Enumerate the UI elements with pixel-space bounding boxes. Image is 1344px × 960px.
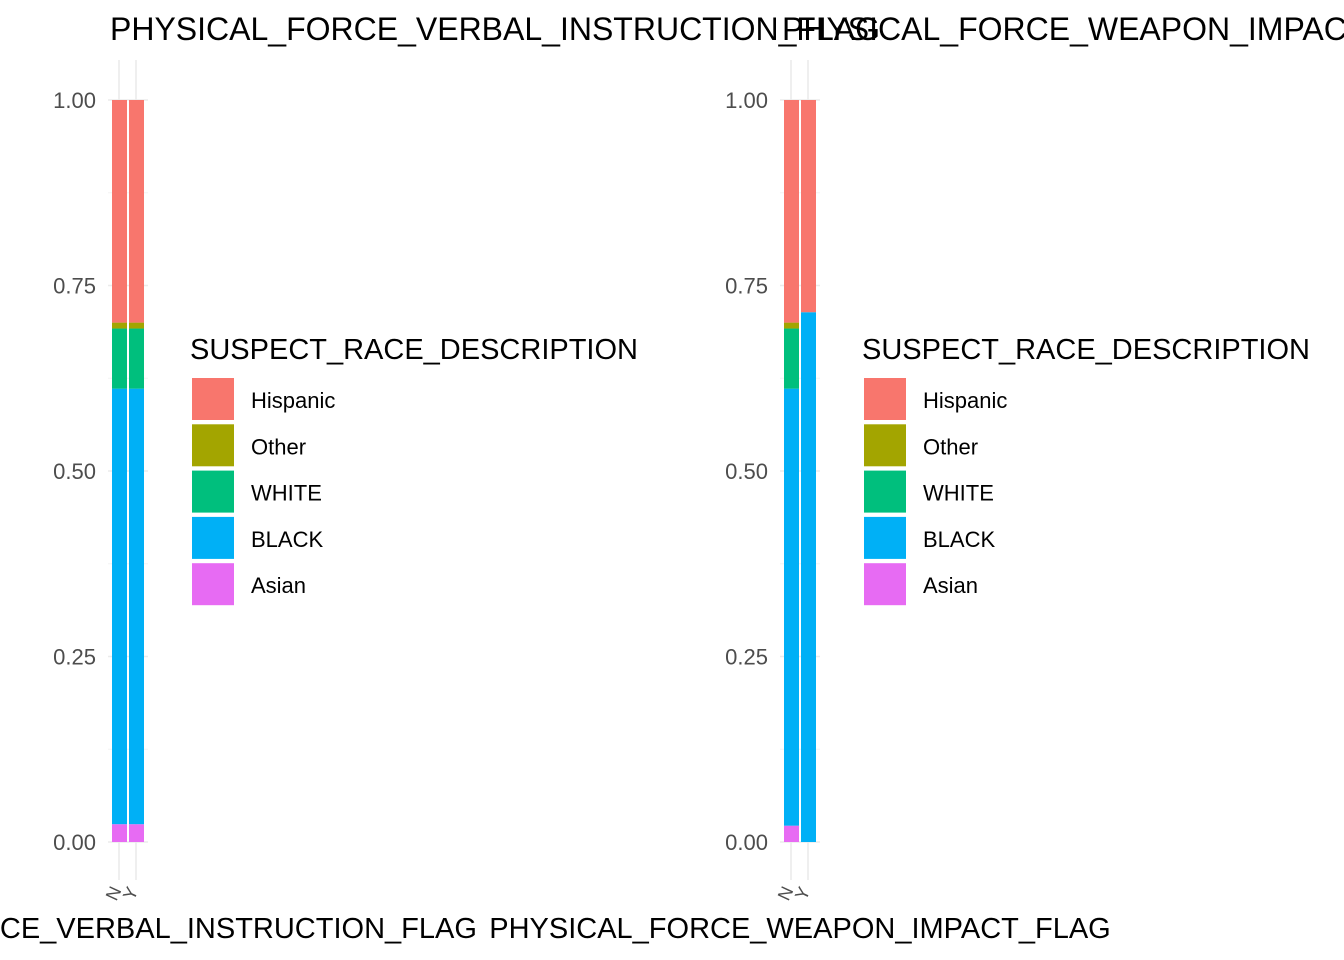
chart-title: PHYSICAL_FORCE_WEAPON_IMPACT_FLAG — [782, 11, 1344, 47]
bar-segment-asian-n — [112, 824, 127, 842]
legend-label-hispanic: Hispanic — [923, 388, 1007, 413]
legend-label-asian: Asian — [923, 573, 978, 598]
legend-label-asian: Asian — [251, 573, 306, 598]
bar-segment-black-y — [801, 312, 816, 842]
legend-key-other — [192, 424, 234, 467]
legend-label-other: Other — [251, 434, 306, 459]
legend-label-white: WHITE — [923, 481, 994, 506]
panel-verbal-instruction: 0.000.250.500.751.00NYPHYSICAL_FORCE_VER… — [0, 11, 880, 945]
y-tick-label: 0.25 — [725, 645, 768, 670]
chart-title: PHYSICAL_FORCE_VERBAL_INSTRUCTION_FLAG — [110, 11, 880, 47]
legend-key-hispanic — [192, 378, 234, 420]
legend-title: SUSPECT_RACE_DESCRIPTION — [862, 334, 1310, 366]
bar-segment-black-n — [112, 388, 127, 825]
legend-label-other: Other — [923, 434, 978, 459]
legend-key-white — [192, 470, 234, 513]
y-tick-label: 0.75 — [725, 274, 768, 299]
bar-segment-white-n — [112, 328, 127, 389]
bar-segment-other-n — [112, 322, 127, 329]
y-tick-label: 0.75 — [53, 274, 96, 299]
bar-segment-black-y — [129, 388, 144, 825]
legend-label-black: BLACK — [251, 527, 323, 552]
legend-label-hispanic: Hispanic — [251, 388, 335, 413]
legend-key-asian — [864, 563, 906, 606]
y-tick-label: 0.50 — [53, 459, 96, 484]
bar-segment-black-n — [784, 388, 799, 826]
x-axis-label: PHYSICAL_FORCE_WEAPON_IMPACT_FLAG — [489, 913, 1111, 945]
legend-label-black: BLACK — [923, 527, 995, 552]
legend-key-hispanic — [864, 378, 906, 420]
bar-segment-hispanic-y — [801, 100, 816, 313]
bar-segment-hispanic-y — [129, 100, 144, 323]
y-tick-label: 1.00 — [725, 88, 768, 113]
bar-segment-other-n — [784, 322, 799, 329]
y-tick-label: 0.25 — [53, 645, 96, 670]
bar-segment-asian-y — [129, 824, 144, 842]
legend-key-black — [864, 516, 906, 559]
legend-key-asian — [192, 563, 234, 606]
y-tick-label: 0.00 — [53, 830, 96, 855]
x-tick-label: Y — [791, 884, 814, 903]
panel-weapon-impact: 0.000.250.500.751.00NYPHYSICAL_FORCE_WEA… — [489, 11, 1344, 945]
y-tick-label: 0.50 — [725, 459, 768, 484]
bar-segment-hispanic-n — [784, 100, 799, 323]
x-axis-label: PHYSICAL_FORCE_VERBAL_INSTRUCTION_FLAG — [0, 913, 477, 945]
legend-key-black — [192, 516, 234, 559]
y-tick-label: 0.00 — [725, 830, 768, 855]
bar-segment-other-y — [129, 322, 144, 329]
bar-segment-hispanic-n — [112, 100, 127, 323]
x-tick-label: Y — [119, 884, 142, 903]
legend-key-white — [864, 470, 906, 513]
bar-segment-asian-n — [784, 825, 799, 842]
legend-title: SUSPECT_RACE_DESCRIPTION — [190, 334, 638, 366]
bar-segment-white-y — [129, 328, 144, 389]
y-tick-label: 1.00 — [53, 88, 96, 113]
legend-key-other — [864, 424, 906, 467]
bar-segment-white-n — [784, 328, 799, 389]
legend-label-white: WHITE — [251, 481, 322, 506]
